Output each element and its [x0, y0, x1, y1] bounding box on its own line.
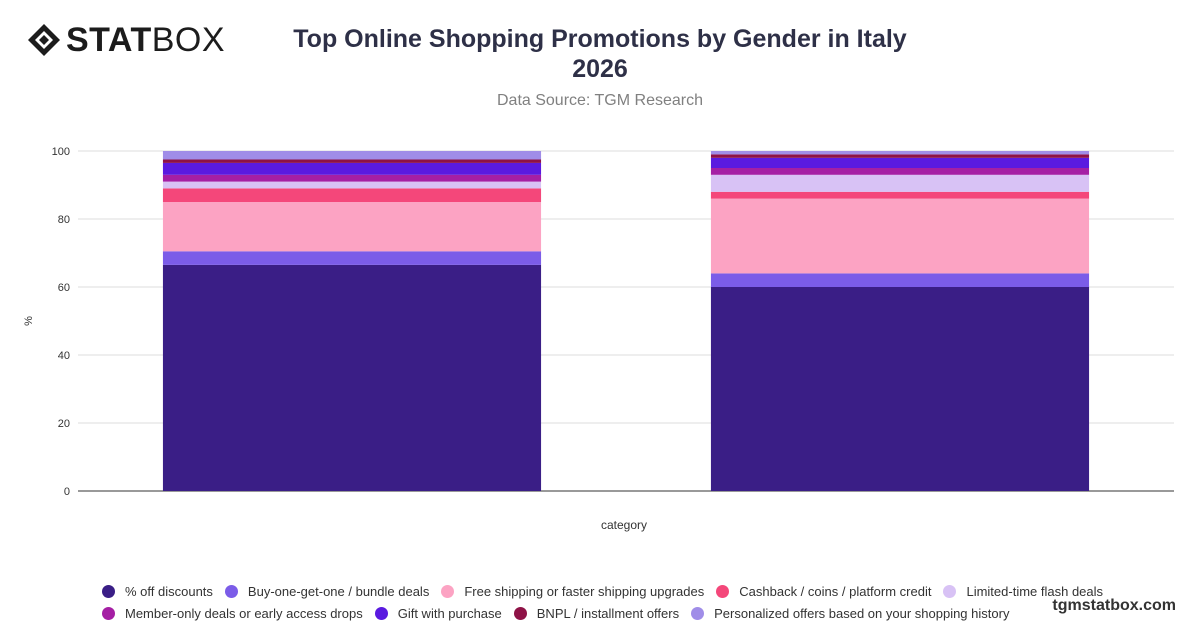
bar-segment	[162, 151, 542, 160]
y-tick-label: 100	[52, 146, 70, 158]
bar-segment	[710, 151, 1090, 155]
legend-item: % off discounts	[102, 584, 213, 599]
legend-item: Personalized offers based on your shoppi…	[691, 606, 1009, 621]
statbox-logo-icon	[28, 24, 60, 56]
bar-segment	[710, 168, 1090, 175]
y-tick-label: 80	[58, 214, 70, 226]
legend-label: BNPL / installment offers	[536, 605, 680, 621]
bar-segment	[710, 157, 1090, 168]
legend-swatch	[691, 606, 705, 620]
legend-swatch	[513, 606, 527, 620]
bar-segment	[710, 154, 1090, 158]
bar-segment	[162, 251, 542, 265]
bar-segment	[710, 174, 1090, 192]
legend-label: Free shipping or faster shipping upgrade…	[464, 583, 705, 599]
legend-item: Buy-one-get-one / bundle deals	[224, 583, 430, 599]
legend-label: Limited-time flash deals	[966, 583, 1104, 599]
logo-text-stat: STAT	[66, 21, 152, 59]
legend-item: Free shipping or faster shipping upgrade…	[441, 584, 704, 599]
legend-row: % off discounts Buy-one-get-one / bundle …	[102, 580, 1122, 602]
bar-segment	[162, 159, 542, 163]
bar-segment	[710, 287, 1090, 491]
bar-segment	[162, 162, 542, 175]
legend-swatch	[441, 584, 455, 598]
x-axis-label: category	[601, 518, 647, 532]
legend-swatch	[943, 584, 957, 598]
y-tick-label: 60	[58, 282, 70, 294]
y-tick-label: 20	[58, 418, 70, 430]
legend-label: % off discounts	[125, 583, 213, 599]
chart-title-line2: 2026	[572, 55, 628, 83]
legend-swatch	[102, 606, 115, 620]
legend-label: Buy-one-get-one / bundle deals	[247, 583, 430, 599]
bar-segment	[162, 188, 542, 202]
legend-swatch	[716, 584, 730, 598]
y-axis-label: %	[23, 316, 35, 326]
y-tick-label: 40	[58, 350, 70, 362]
bar-segment	[162, 202, 542, 252]
statbox-logo: STATBOX	[26, 22, 225, 58]
chart-legend: % off discounts Buy-one-get-one / bundle …	[102, 580, 1122, 624]
bar-segment	[710, 198, 1090, 274]
legend-label: Member-only deals or early access drops	[125, 605, 363, 621]
bar-segment	[162, 181, 542, 189]
legend-item: BNPL / installment offers	[513, 605, 680, 621]
logo-text-box: BOX	[151, 21, 226, 59]
chart-subtitle: Data Source: TGM Research	[496, 92, 703, 109]
chart-title-line1: Top Online Shopping Promotions by Gender…	[293, 25, 907, 53]
watermark: tgmstatbox.com	[1052, 597, 1176, 614]
bar-segment	[162, 264, 542, 491]
legend-swatch	[102, 584, 115, 598]
legend-row: Member-only deals or early access drops G…	[102, 602, 1122, 624]
legend-item: Gift with purchase	[374, 605, 502, 621]
stacked-bar-chart: 0 20 40 60 80 100% category	[23, 146, 1174, 532]
bar-segment	[710, 191, 1090, 199]
legend-label: Personalized offers based on your shoppi…	[714, 605, 1010, 621]
bar-segment	[710, 273, 1090, 287]
y-tick-label: 0	[64, 486, 70, 498]
legend-swatch	[374, 606, 388, 620]
legend-item: Member-only deals or early access drops	[102, 606, 363, 621]
legend-label: Gift with purchase	[397, 605, 502, 621]
legend-label: Cashback / coins / platform credit	[739, 583, 932, 599]
legend-item: Cashback / coins / platform credit	[716, 584, 931, 599]
chart-title: Top Online Shopping Promotions by Gender…	[250, 24, 950, 84]
bar-segment	[162, 174, 542, 182]
legend-swatch	[224, 584, 238, 598]
legend-item: Limited-time flash deals	[943, 584, 1103, 599]
